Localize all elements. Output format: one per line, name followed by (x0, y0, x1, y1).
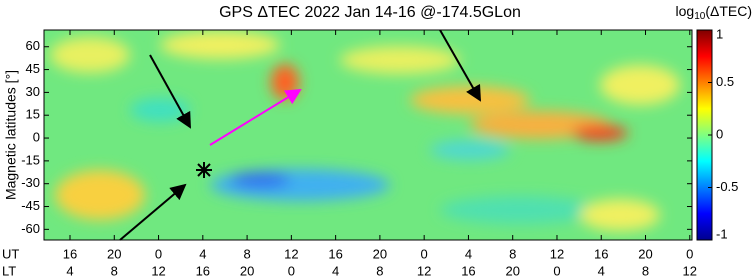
y-tick-label: 0 (33, 129, 40, 144)
x-tick-label: 0 (686, 246, 693, 261)
x-row-label: LT (2, 263, 16, 278)
chart-title: GPS ΔTEC 2022 Jan 14-16 @-174.5GLon (219, 4, 521, 21)
y-tick-label: -15 (21, 152, 40, 167)
annotations (119, 29, 481, 241)
y-tick-label: 45 (26, 61, 40, 76)
y-tick-label: 30 (26, 84, 40, 99)
y-tick-label: -45 (21, 198, 40, 213)
arrow (439, 29, 481, 102)
colorbar-tick-label: -1 (716, 226, 728, 241)
lt-tick-label: 8 (642, 263, 649, 278)
x-tick-label: 12 (550, 246, 564, 261)
arrow (119, 183, 187, 241)
lt-tick-label: 0 (288, 263, 295, 278)
x-tick-label: 20 (107, 246, 121, 261)
x-tick-label: 8 (509, 246, 516, 261)
lt-tick-label: 12 (151, 263, 165, 278)
x-row-label: UT (2, 246, 19, 261)
x-tick-label: 0 (421, 246, 428, 261)
y-tick-label: 60 (26, 38, 40, 53)
heatmap (44, 30, 692, 240)
lt-tick-label: 4 (332, 263, 339, 278)
y-tick-label: -30 (21, 175, 40, 190)
lt-tick-label: 8 (111, 263, 118, 278)
x-tick-label: 20 (638, 246, 652, 261)
lt-tick-label: 16 (461, 263, 475, 278)
lt-tick-label: 12 (417, 263, 431, 278)
colorbar-tick-label: -0.5 (716, 179, 738, 194)
colorbar-label: log10(ΔTEC) (676, 3, 753, 22)
arrow (209, 88, 302, 146)
x-tick-label: 16 (328, 246, 342, 261)
asterisk (196, 162, 212, 178)
lt-tick-label: 4 (598, 263, 605, 278)
colorbar-tick-label: 0.5 (716, 74, 734, 89)
lt-tick-label: 8 (376, 263, 383, 278)
lt-tick-label: 16 (196, 263, 210, 278)
colorbar-tick-label: 0 (716, 126, 723, 141)
x-tick-label: 0 (155, 246, 162, 261)
lt-tick-label: 4 (66, 263, 73, 278)
colorbar-label-subscript: 10 (694, 11, 706, 22)
x-tick-label: 16 (594, 246, 608, 261)
colorbar-label-base: log (676, 3, 695, 19)
x-tick-label: 12 (284, 246, 298, 261)
y-axis-label: Magnetic latitudes [°] (3, 70, 19, 200)
lt-tick-label: 12 (683, 263, 697, 278)
x-tick-label: 4 (465, 246, 472, 261)
x-tick-label: 20 (373, 246, 387, 261)
lt-tick-label: 0 (553, 263, 560, 278)
x-tick-label: 16 (63, 246, 77, 261)
lt-tick-label: 20 (505, 263, 519, 278)
x-tick-label: 4 (199, 246, 206, 261)
arrow (149, 54, 191, 129)
y-tick-label: 15 (26, 107, 40, 122)
x-tick-label: 8 (243, 246, 250, 261)
plot-frame (43, 29, 693, 241)
colorbar-label-argument: (ΔTEC) (705, 3, 752, 19)
lt-tick-label: 20 (240, 263, 254, 278)
colorbar-tick-label: 1 (716, 26, 723, 41)
y-tick-label: -60 (21, 221, 40, 236)
